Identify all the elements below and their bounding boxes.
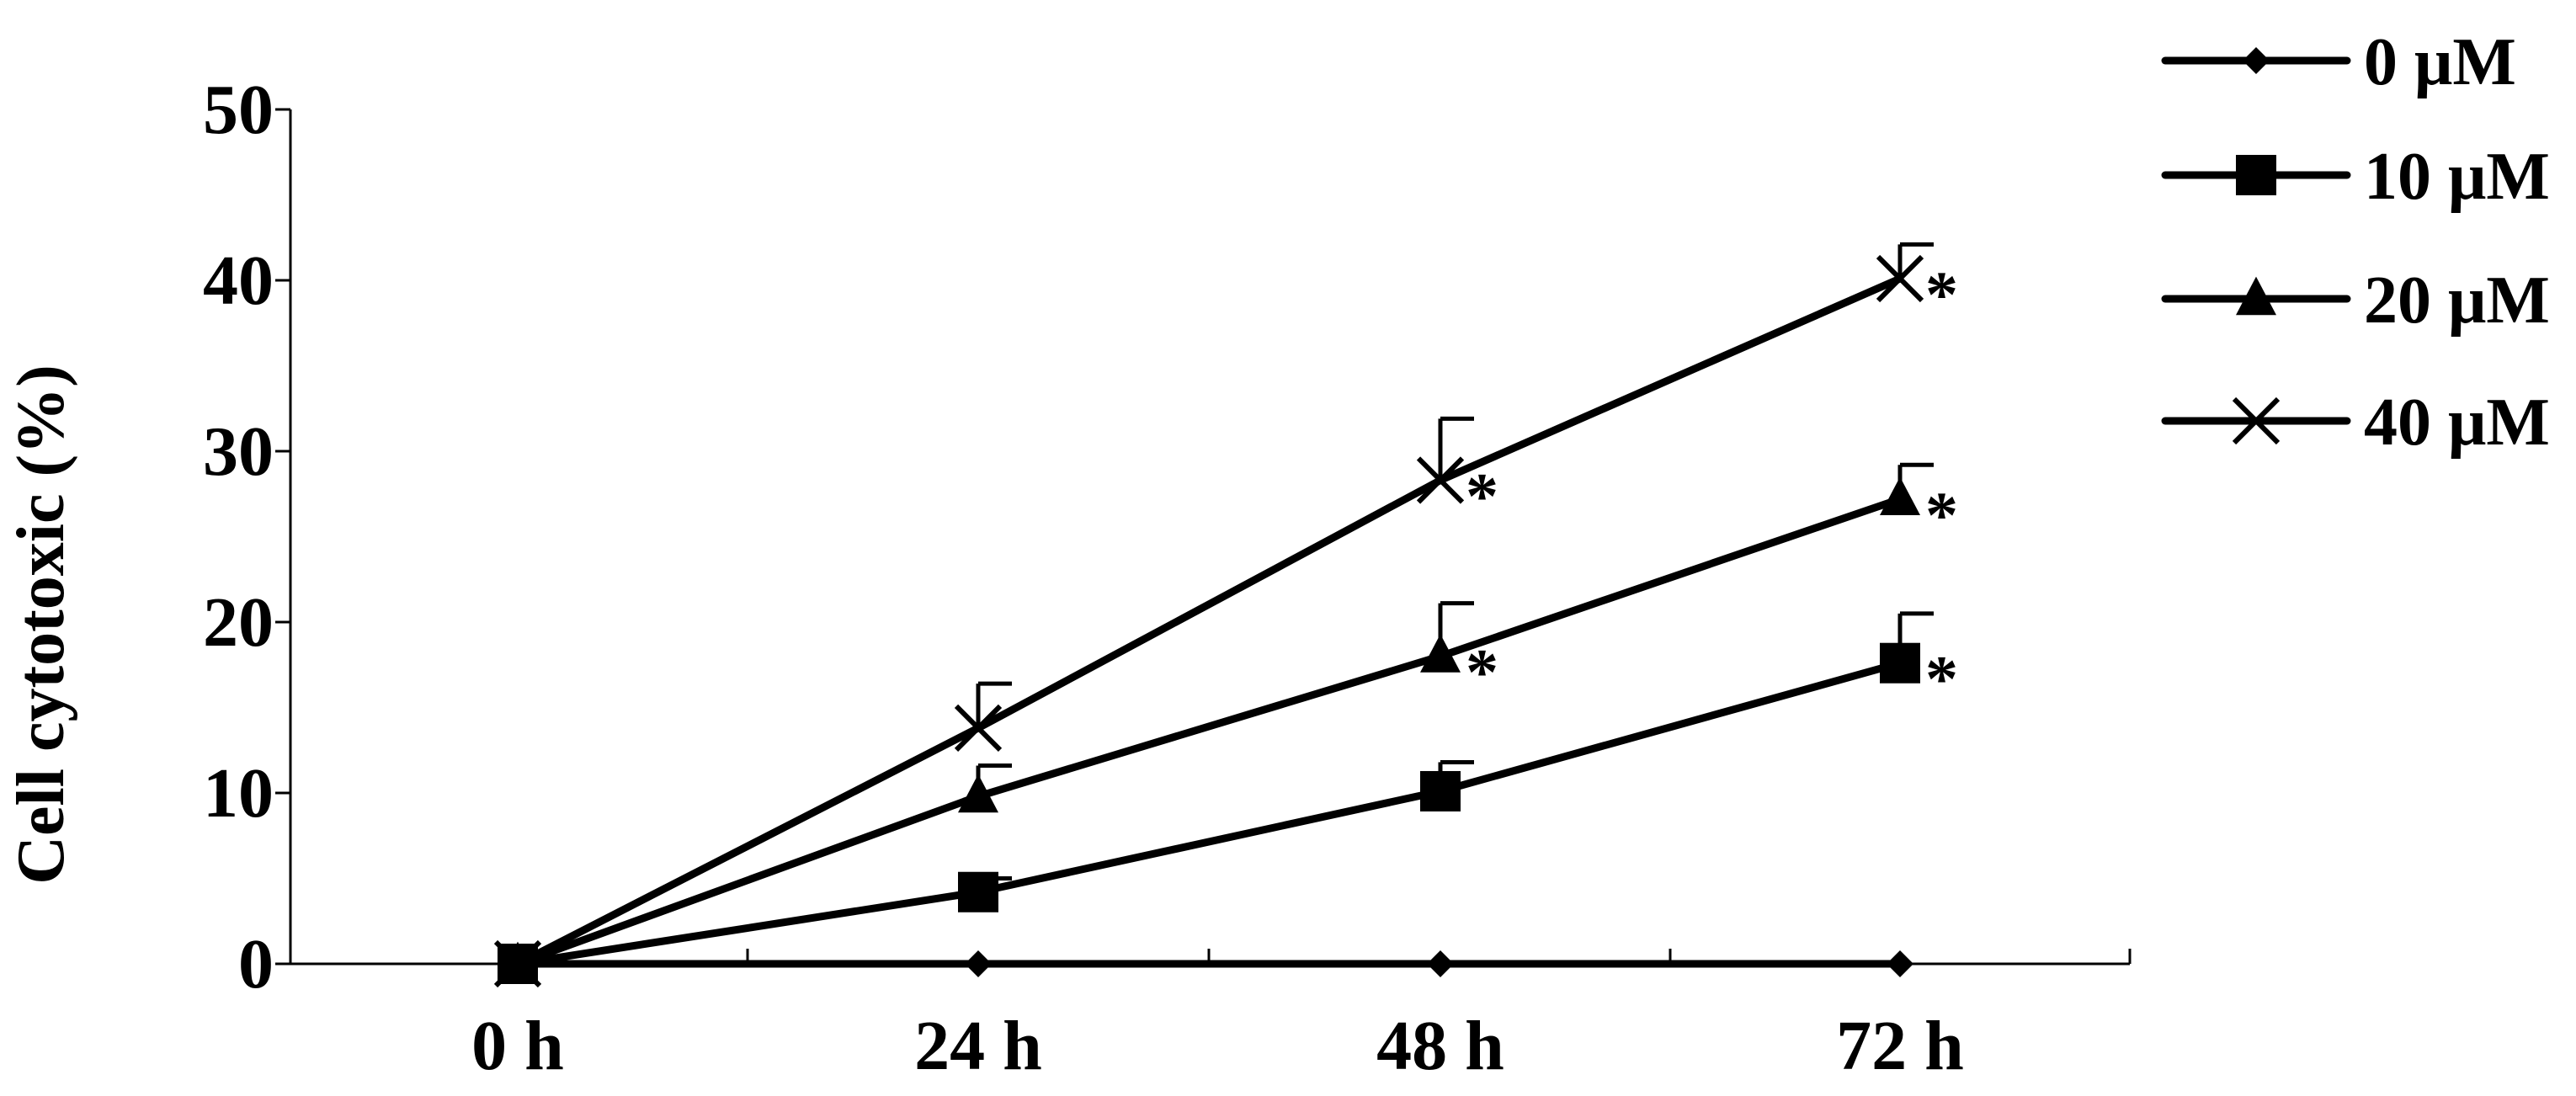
legend-item: 40 μM xyxy=(2161,386,2550,460)
axes xyxy=(275,108,2132,966)
significance-marker: * xyxy=(1925,478,1958,551)
error-bar xyxy=(976,681,1012,728)
data-point xyxy=(1420,634,1461,673)
legend-label: 0 μM xyxy=(2364,25,2516,99)
legend: 0 μM 10 μM 20 μM 40 μM xyxy=(2161,25,2550,460)
data-point xyxy=(1880,642,1920,684)
series-square: * xyxy=(498,611,1958,984)
data-point xyxy=(965,950,992,977)
data-point xyxy=(1427,950,1454,977)
series: ***** xyxy=(493,242,1958,988)
data-point xyxy=(958,871,998,912)
legend-label: 20 μM xyxy=(2364,263,2550,338)
y-tick-label: 0 xyxy=(238,925,274,1003)
y-tick-label: 30 xyxy=(203,412,274,491)
data-point xyxy=(954,704,1003,752)
legend-marker xyxy=(2232,396,2281,445)
significance-marker: * xyxy=(1925,258,1958,331)
series-line xyxy=(514,274,1904,968)
y-tick-label: 50 xyxy=(203,71,274,149)
data-point xyxy=(1880,476,1920,516)
error-bar xyxy=(1897,242,1934,279)
significance-marker: * xyxy=(1925,642,1958,716)
legend-item: 20 μM xyxy=(2161,263,2550,338)
legend-label: 10 μM xyxy=(2364,140,2550,214)
x-tick-label: 0 h xyxy=(471,1007,564,1085)
y-tick-label: 40 xyxy=(203,242,274,320)
series-x: ** xyxy=(493,242,1958,988)
x-tick-label: 72 h xyxy=(1836,1007,1964,1085)
data-point xyxy=(493,939,542,988)
series-line xyxy=(514,495,1904,968)
data-point xyxy=(1876,254,1924,303)
data-point xyxy=(958,774,998,813)
legend-marker xyxy=(2236,155,2276,195)
series-triangle: ** xyxy=(498,462,1958,981)
x-tick-label: 24 h xyxy=(914,1007,1042,1085)
y-tick-labels: 0 10 20 30 40 50 xyxy=(203,71,274,1003)
y-axis-label: Cell cytotoxic (%) xyxy=(4,364,78,885)
data-point xyxy=(1416,456,1465,504)
data-point xyxy=(1420,770,1461,811)
series-line xyxy=(514,659,1904,968)
error-bar xyxy=(1438,416,1474,481)
y-tick-label: 20 xyxy=(203,583,274,662)
legend-marker xyxy=(2236,276,2276,316)
legend-marker xyxy=(2243,47,2270,74)
legend-item: 10 μM xyxy=(2161,140,2550,214)
data-point xyxy=(1887,950,1913,977)
legend-item: 0 μM xyxy=(2161,25,2516,99)
y-tick-label: 10 xyxy=(203,754,274,833)
significance-marker: * xyxy=(1466,460,1498,533)
x-tick-labels: 0 h 24 h 48 h 72 h xyxy=(471,1007,1964,1085)
x-tick-label: 48 h xyxy=(1376,1007,1504,1085)
legend-label: 40 μM xyxy=(2364,386,2550,460)
significance-marker: * xyxy=(1466,636,1498,709)
